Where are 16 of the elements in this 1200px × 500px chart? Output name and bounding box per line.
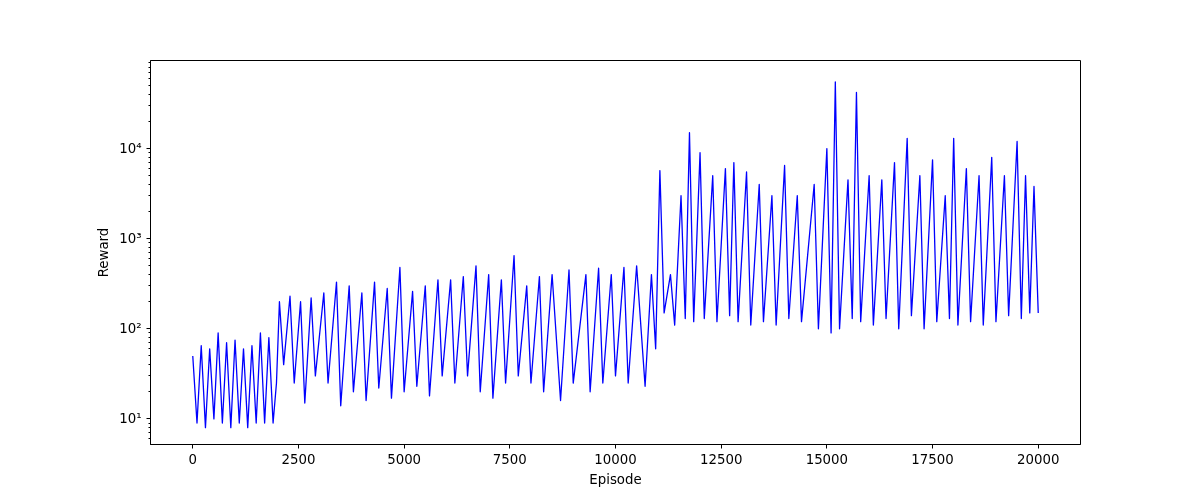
- x-tick-label: 20000: [1017, 451, 1060, 467]
- x-tick-label: 15000: [805, 451, 849, 467]
- y-tick-label: 10³: [119, 231, 142, 247]
- x-axis-title: Episode: [589, 471, 642, 487]
- x-tick-label: 17500: [911, 451, 954, 467]
- y-tick-label: 10²: [119, 321, 142, 337]
- line-series: [192, 81, 1039, 429]
- x-tick-label: 2500: [281, 451, 316, 467]
- y-tick-label: 10¹: [119, 411, 142, 427]
- x-tick-label: 5000: [387, 451, 422, 467]
- x-tick-label: 12500: [699, 451, 743, 467]
- x-tick-label: 10000: [594, 451, 637, 467]
- y-tick-label: 10⁴: [119, 141, 142, 157]
- y-axis-title: Reward: [96, 227, 112, 278]
- x-tick-label: 7500: [492, 451, 527, 467]
- x-tick-label: 0: [188, 451, 198, 467]
